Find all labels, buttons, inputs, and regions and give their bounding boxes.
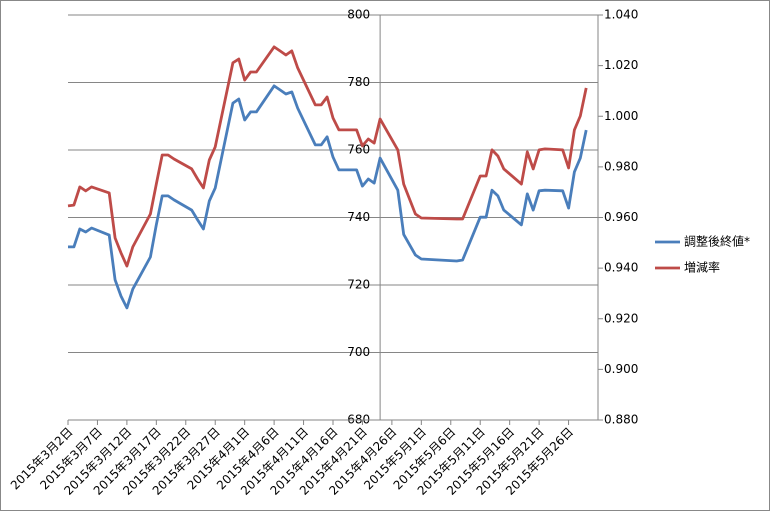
- y2-tick-label: 0.960: [604, 210, 638, 224]
- y2-tick-label: 1.000: [604, 109, 638, 123]
- y2-tick-label: 0.880: [604, 413, 638, 427]
- y-tick-label: 700: [347, 345, 370, 359]
- y2-tick-label: 0.940: [604, 261, 638, 275]
- y-tick-label: 780: [347, 75, 370, 89]
- y2-tick-label: 1.040: [604, 8, 638, 22]
- series-line: [68, 84, 588, 310]
- y2-tick-label: 0.920: [604, 311, 638, 325]
- y-tick-label: 800: [347, 8, 370, 22]
- y-tick-label: 760: [347, 143, 370, 157]
- y-tick-label: 720: [347, 278, 370, 292]
- y2-tick-label: 0.900: [604, 362, 638, 376]
- y-tick-label: 740: [347, 210, 370, 224]
- y2-tick-label: 1.020: [604, 58, 638, 72]
- y2-tick-label: 0.980: [604, 159, 638, 173]
- legend-label: 増減率: [684, 260, 720, 275]
- legend-label: 調整後終値*: [684, 234, 750, 249]
- series-line: [67, 45, 588, 268]
